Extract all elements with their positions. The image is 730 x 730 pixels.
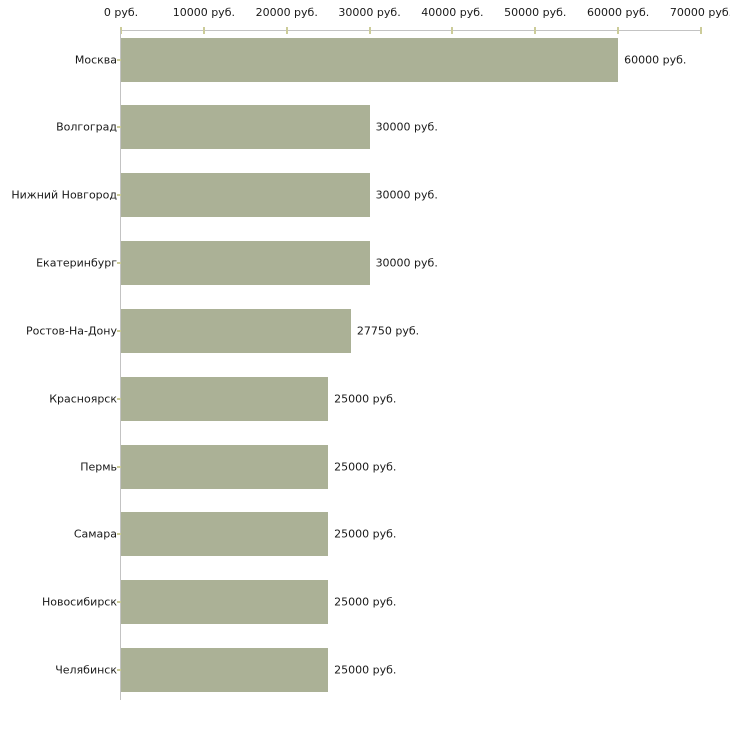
y-axis-tick bbox=[117, 601, 121, 604]
x-axis-tick bbox=[451, 27, 454, 34]
value-label: 30000 руб. bbox=[375, 120, 438, 134]
value-label: 25000 руб. bbox=[334, 595, 397, 609]
x-axis-tick-label: 40000 руб. bbox=[421, 6, 484, 19]
category-label: Новосибирск bbox=[41, 595, 117, 609]
value-label: 30000 руб. bbox=[375, 256, 438, 270]
bar bbox=[121, 37, 619, 82]
category-label: Красноярск bbox=[49, 392, 117, 406]
x-axis-tick-label: 60000 руб. bbox=[587, 6, 650, 19]
bar bbox=[121, 105, 370, 150]
y-axis-tick bbox=[117, 669, 121, 672]
category-label: Нижний Новгород bbox=[11, 188, 117, 202]
bar bbox=[121, 376, 329, 421]
y-axis-tick bbox=[117, 194, 121, 197]
value-label: 60000 руб. bbox=[624, 53, 687, 66]
y-axis-tick bbox=[117, 329, 121, 332]
x-axis-tick bbox=[120, 27, 122, 34]
x-axis-tick-label: 10000 руб. bbox=[172, 6, 235, 19]
x-axis-tick bbox=[617, 27, 620, 34]
x-axis-tick-label: 0 руб. bbox=[103, 6, 139, 19]
value-label: 30000 руб. bbox=[375, 188, 438, 202]
bar bbox=[121, 444, 329, 489]
x-axis-tick-label: 20000 руб. bbox=[255, 6, 318, 19]
value-label: 25000 руб. bbox=[334, 392, 397, 406]
x-axis-line bbox=[121, 30, 702, 31]
y-axis-tick bbox=[117, 126, 121, 129]
bar bbox=[121, 648, 329, 693]
y-axis-tick bbox=[117, 397, 121, 400]
category-label: Москва bbox=[74, 53, 117, 66]
bar bbox=[121, 512, 329, 557]
y-axis-tick bbox=[117, 58, 121, 61]
bar bbox=[121, 173, 370, 218]
y-axis-tick bbox=[117, 465, 121, 468]
x-axis-tick bbox=[700, 27, 702, 34]
category-label: Волгоград bbox=[56, 120, 117, 134]
x-axis-tick bbox=[534, 27, 537, 34]
value-label: 25000 руб. bbox=[334, 460, 397, 474]
y-axis-tick bbox=[117, 533, 121, 536]
x-axis-tick-label: 70000 руб. bbox=[669, 6, 730, 19]
value-label: 27750 руб. bbox=[356, 324, 420, 338]
x-axis-tick-label: 50000 руб. bbox=[504, 6, 567, 19]
x-axis-tick-label: 30000 руб. bbox=[338, 6, 401, 19]
category-label: Самара bbox=[73, 527, 117, 541]
value-label: 25000 руб. bbox=[334, 527, 397, 541]
x-axis-tick bbox=[368, 27, 371, 34]
x-axis-tick bbox=[285, 27, 288, 34]
y-axis-line bbox=[120, 30, 121, 700]
category-label: Челябинск bbox=[55, 663, 117, 677]
bar bbox=[121, 241, 370, 286]
category-label: Пермь bbox=[80, 460, 117, 474]
category-label: Ростов-На-Дону bbox=[25, 324, 117, 338]
category-label: Екатеринбург bbox=[36, 256, 117, 270]
y-axis-tick bbox=[117, 262, 121, 265]
x-axis-tick bbox=[202, 27, 205, 34]
bar bbox=[121, 580, 329, 625]
bar bbox=[121, 308, 351, 353]
value-label: 25000 руб. bbox=[334, 663, 397, 677]
